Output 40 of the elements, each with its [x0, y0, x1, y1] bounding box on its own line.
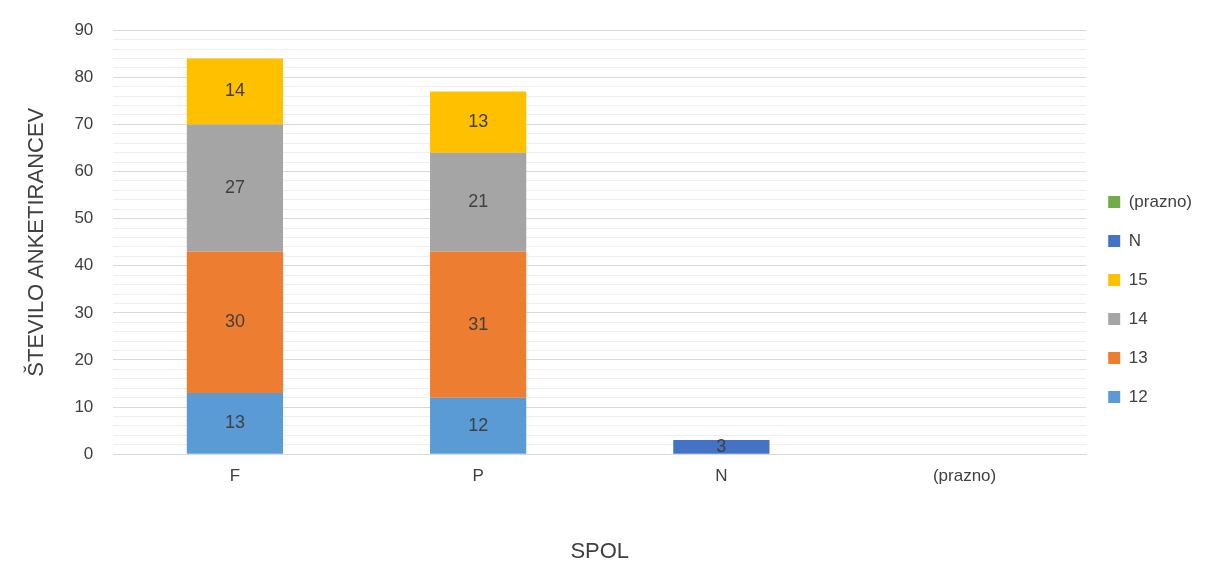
bar — [430, 152, 527, 252]
bar — [186, 251, 284, 393]
y-tick-label: 20 — [74, 349, 94, 369]
data-label: 30 — [224, 311, 245, 332]
y-tick-label: 60 — [74, 161, 94, 181]
legend-label: 15 — [1128, 269, 1148, 289]
y-tick-label: 40 — [74, 255, 94, 275]
bar — [186, 392, 284, 454]
legend-label: N — [1128, 230, 1141, 250]
data-label: 12 — [468, 414, 489, 435]
y-tick-label: 10 — [74, 396, 94, 416]
legend-label: 14 — [1128, 308, 1148, 328]
y-tick-label: 30 — [74, 302, 94, 322]
x-tick-label: F — [229, 466, 241, 486]
legend-label: (prazno) — [1128, 191, 1193, 211]
bar — [673, 440, 770, 454]
data-label: 13 — [224, 412, 245, 433]
y-tick-label: 80 — [74, 67, 94, 86]
x-tick-label: P — [472, 466, 484, 486]
bar — [430, 397, 527, 454]
y-tick-label: 90 — [74, 19, 94, 39]
x-tick-label: N — [715, 466, 728, 486]
bar — [430, 251, 527, 398]
data-label: 31 — [468, 313, 489, 334]
bar — [186, 58, 284, 125]
legend-label: 13 — [1128, 347, 1148, 367]
y-tick-label: 50 — [74, 208, 94, 228]
x-tick-label: (prazno) — [932, 466, 997, 486]
x-axis-title: SPOL — [570, 537, 630, 563]
data-label: 3 — [716, 435, 727, 456]
y-axis-title: ŠTEVILO ANKETIRANCEV — [23, 107, 49, 377]
data-label: 13 — [468, 111, 489, 132]
bar — [430, 91, 527, 153]
legend-label: 12 — [1128, 386, 1148, 406]
data-label: 21 — [468, 191, 489, 212]
bar — [186, 124, 284, 252]
y-tick-label: 0 — [83, 443, 94, 463]
data-label: 27 — [224, 176, 245, 197]
y-tick-label: 70 — [74, 114, 94, 134]
data-label: 14 — [224, 80, 245, 101]
